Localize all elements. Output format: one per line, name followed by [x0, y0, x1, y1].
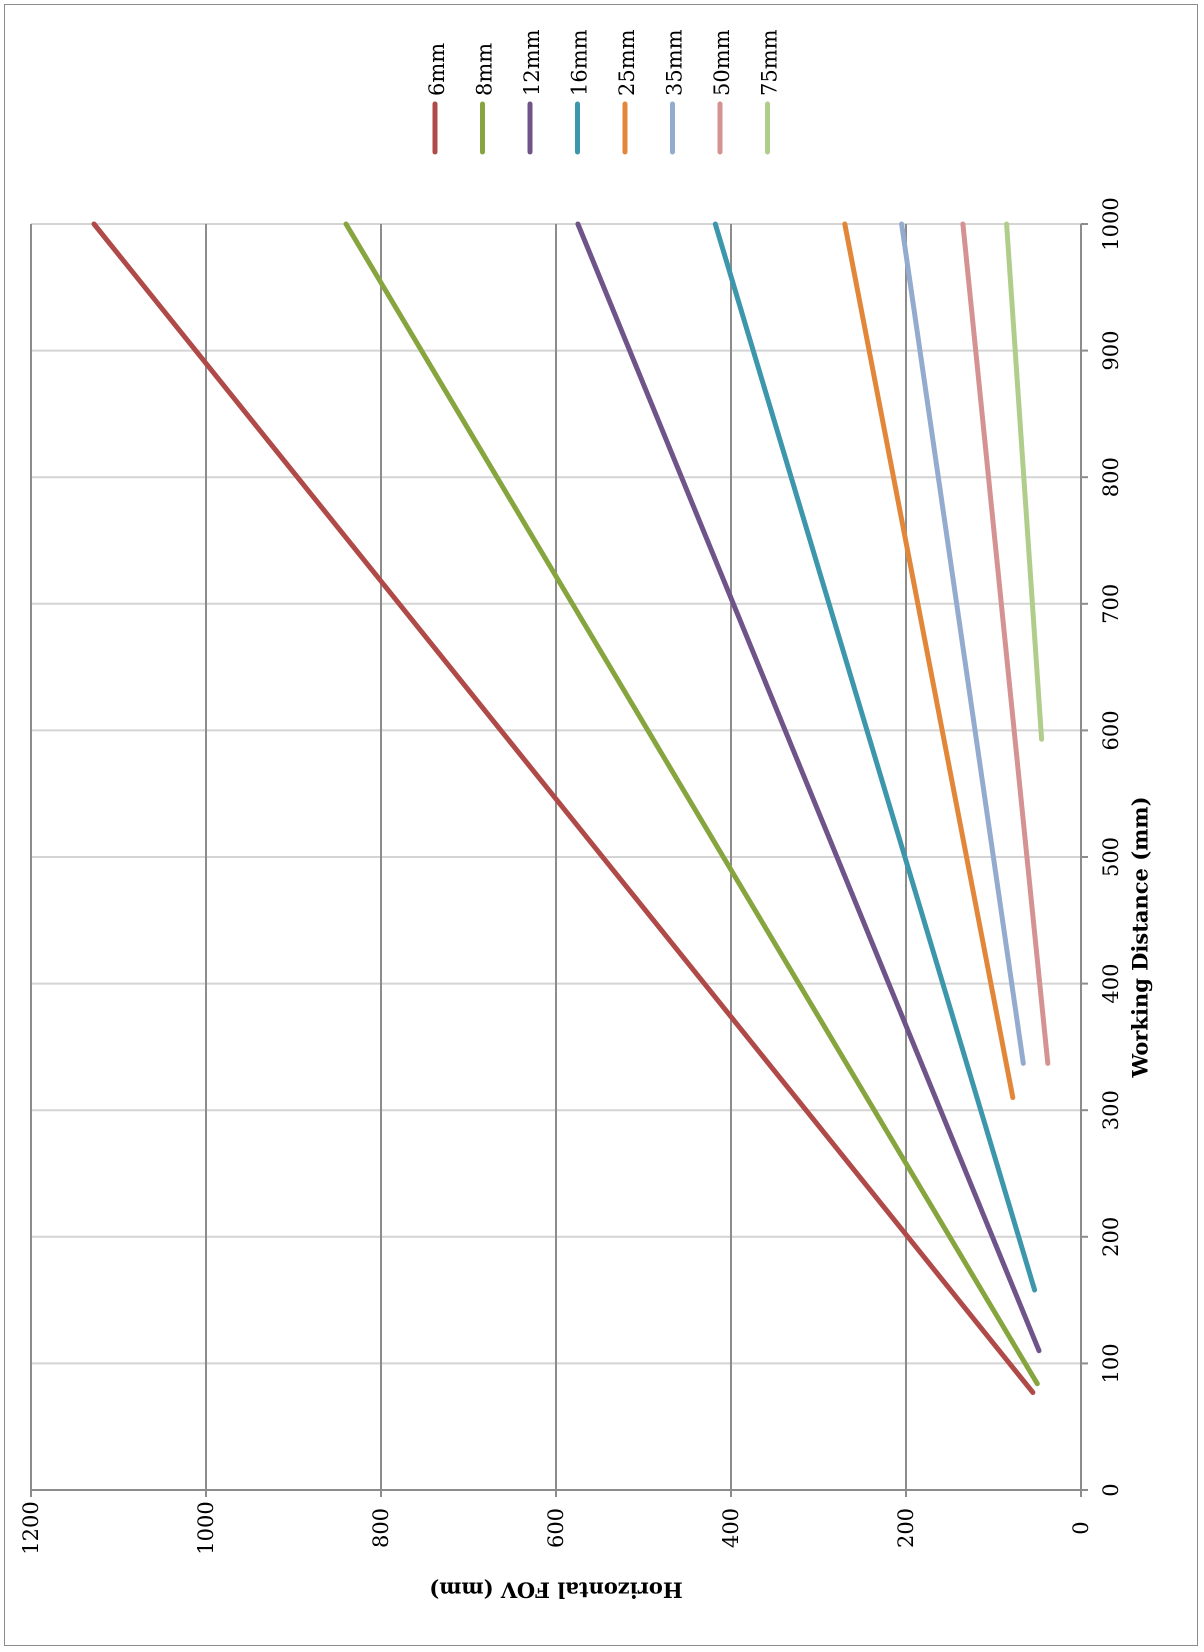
- y-axis-ticks: 0 200 400 600 800 1000 1200: [19, 1501, 1093, 1554]
- y-tick-label: 800: [369, 1508, 393, 1548]
- x-tick-label: 100: [1099, 1343, 1123, 1383]
- legend-label: 12mm: [520, 29, 544, 96]
- y-tick-label: 400: [719, 1508, 743, 1548]
- series-line-16mm: [712, 221, 1038, 1293]
- chart-frame: [4, 4, 1198, 1646]
- series-line-35mm: [899, 221, 1026, 1066]
- legend-label: 16mm: [568, 29, 592, 96]
- legend-label: 6mm: [425, 43, 449, 96]
- y-tick-label: 600: [544, 1508, 568, 1548]
- legend-item-75mm: 75mm: [758, 29, 782, 155]
- x-tick-label: 1000: [1099, 197, 1123, 250]
- x-tick-label: 300: [1099, 1090, 1123, 1130]
- x-tick-label: 900: [1099, 331, 1123, 371]
- series-line-25mm: [842, 221, 1016, 1100]
- legend: 6mm 8mm 12mm 16mm 25mm 35mm 50mm 75mm: [425, 29, 782, 155]
- x-tick-label: 200: [1099, 1217, 1123, 1257]
- legend-item-25mm: 25mm: [615, 29, 639, 155]
- x-axis-title: Working Distance (mm): [1128, 796, 1153, 1078]
- legend-item-8mm: 8mm: [473, 43, 497, 155]
- legend-item-12mm: 12mm: [520, 29, 544, 155]
- y-axis-title: Horizontal FOV (mm): [429, 1578, 682, 1603]
- series-line-50mm: [960, 221, 1051, 1066]
- legend-item-6mm: 6mm: [425, 43, 449, 155]
- x-tick-label: 700: [1099, 584, 1123, 624]
- legend-label: 75mm: [758, 29, 782, 96]
- x-axis-ticks: 0 100 200 300 400 500 600 700 800 900 1000: [1099, 197, 1123, 1496]
- x-tick-label: 0: [1099, 1483, 1123, 1496]
- legend-label: 50mm: [710, 29, 734, 96]
- y-tick-label: 0: [1069, 1521, 1093, 1534]
- y-tick-label: 1000: [194, 1501, 218, 1554]
- y-tick-label: 1200: [19, 1501, 43, 1554]
- series-line-6mm: [91, 221, 1036, 1395]
- series-line-8mm: [343, 221, 1040, 1387]
- legend-item-16mm: 16mm: [568, 29, 592, 155]
- legend-item-50mm: 50mm: [710, 29, 734, 155]
- legend-item-35mm: 35mm: [663, 29, 687, 155]
- legend-label: 35mm: [663, 29, 687, 96]
- x-tick-label: 800: [1099, 457, 1123, 497]
- x-tick-label: 400: [1099, 964, 1123, 1004]
- x-tick-label: 600: [1099, 710, 1123, 750]
- series-line-75mm: [1004, 221, 1045, 742]
- legend-label: 25mm: [615, 29, 639, 96]
- x-tick-label: 500: [1099, 837, 1123, 877]
- y-tick-label: 200: [894, 1508, 918, 1548]
- legend-label: 8mm: [473, 43, 497, 96]
- series-lines: [91, 221, 1051, 1395]
- series-line-12mm: [575, 221, 1042, 1354]
